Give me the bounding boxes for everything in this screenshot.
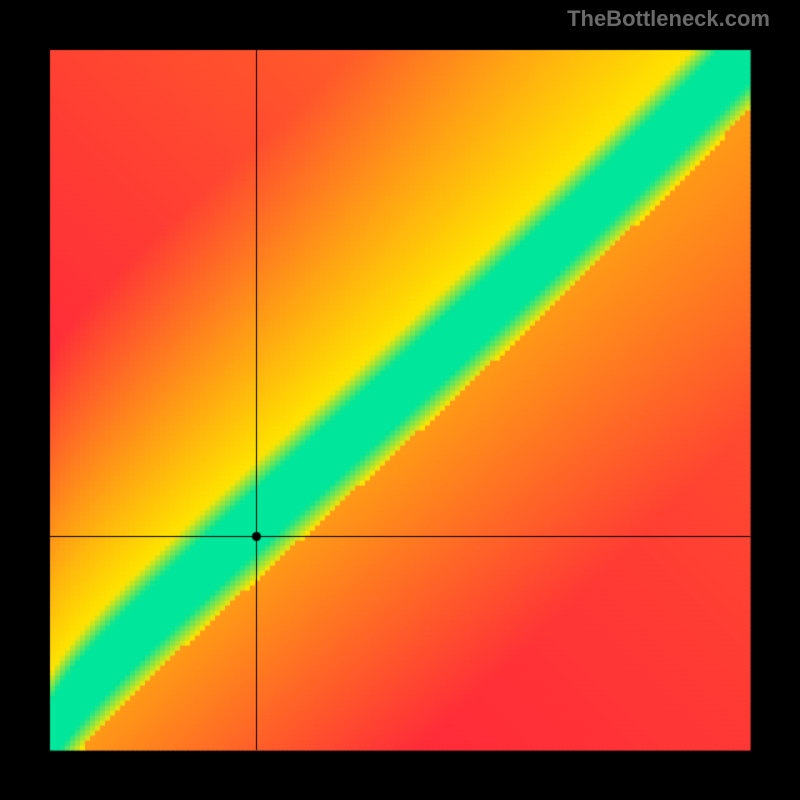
watermark-text: TheBottleneck.com bbox=[567, 6, 770, 32]
bottleneck-heatmap bbox=[0, 0, 800, 800]
